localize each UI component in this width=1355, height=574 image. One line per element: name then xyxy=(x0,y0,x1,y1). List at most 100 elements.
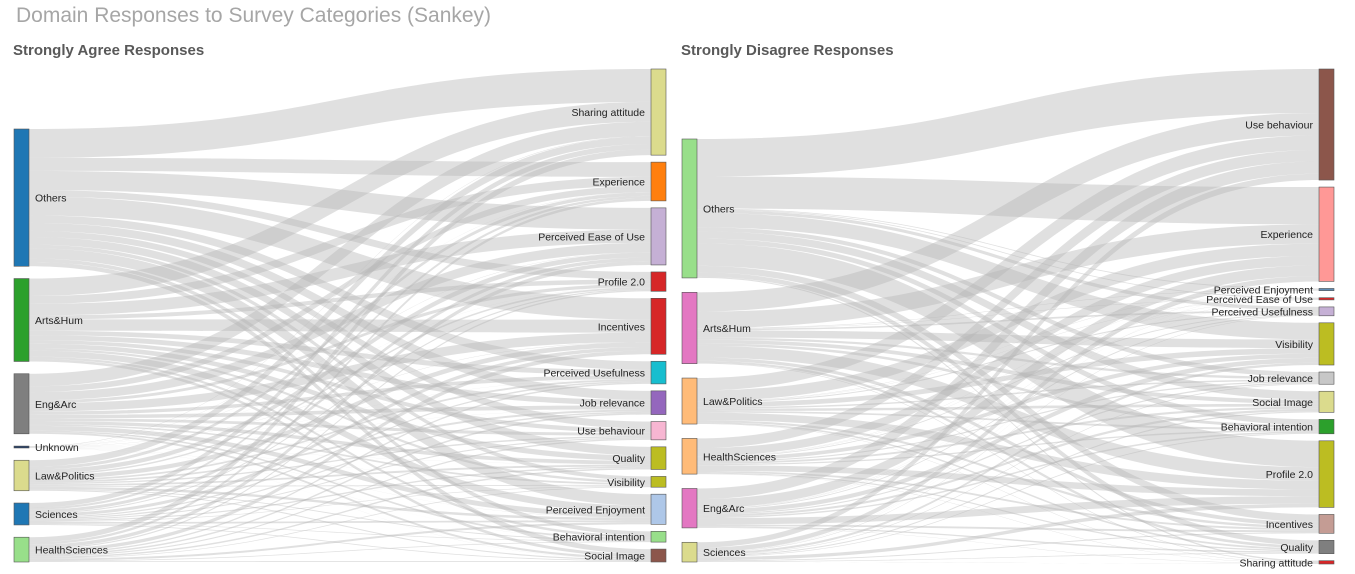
target-node-social-image[interactable] xyxy=(1318,390,1335,413)
disagree-chart-title: Strongly Disagree Responses xyxy=(681,42,894,59)
link-healthsciences-incentives xyxy=(697,471,1319,531)
target-node-behavioral-intention[interactable] xyxy=(650,531,667,543)
link-sciences-quality xyxy=(29,466,651,522)
target-node-experience[interactable] xyxy=(1318,186,1335,282)
link-others-social-image xyxy=(29,261,651,555)
target-label-quality: Quality xyxy=(1280,542,1313,554)
target-node-perceived-usefulness[interactable] xyxy=(650,360,667,385)
source-node-unknown[interactable] xyxy=(13,445,30,449)
target-node-incentives[interactable] xyxy=(1318,514,1335,534)
link-eng-arc-perceived-ease-of-use xyxy=(29,242,651,401)
source-node-eng-arc[interactable] xyxy=(13,373,30,435)
source-node-others[interactable] xyxy=(681,138,698,279)
source-node-law-politics[interactable] xyxy=(681,377,698,425)
link-arts-hum-incentives xyxy=(29,319,651,333)
link-sciences-profile-2-0 xyxy=(697,503,1319,561)
link-eng-arc-use-behaviour xyxy=(697,161,1319,500)
link-eng-arc-perceived-enjoyment xyxy=(697,290,1319,509)
link-unknown-social-image xyxy=(29,447,651,560)
target-node-perceived-enjoyment[interactable] xyxy=(650,493,667,525)
target-node-quality[interactable] xyxy=(650,446,667,470)
source-node-healthsciences[interactable] xyxy=(681,438,698,475)
target-node-quality[interactable] xyxy=(1318,540,1335,554)
link-sciences-use-behaviour xyxy=(697,173,1319,548)
link-others-quality xyxy=(697,272,1319,546)
target-node-use-behaviour[interactable] xyxy=(1318,68,1335,181)
link-sciences-visibility xyxy=(29,485,651,523)
target-label-social-image: Social Image xyxy=(1252,397,1313,409)
link-law-politics-experience xyxy=(29,192,651,470)
target-node-social-image[interactable] xyxy=(650,548,667,563)
link-others-experience xyxy=(697,176,1319,225)
target-node-profile-2-0[interactable] xyxy=(650,271,667,292)
target-label-social-image: Social Image xyxy=(584,551,645,563)
link-arts-hum-visibility xyxy=(697,330,1319,349)
target-label-visibility: Visibility xyxy=(607,477,645,489)
link-healthsciences-use-behaviour xyxy=(29,438,651,557)
link-healthsciences-experience xyxy=(697,255,1319,457)
link-eng-arc-use-behaviour xyxy=(29,418,651,436)
link-others-incentives xyxy=(29,196,651,320)
link-eng-arc-incentives xyxy=(29,332,651,412)
target-node-use-behaviour[interactable] xyxy=(650,421,667,441)
link-sciences-perceived-usefulness xyxy=(29,380,651,519)
target-node-experience[interactable] xyxy=(650,161,667,202)
target-label-use-behaviour: Use behaviour xyxy=(577,426,645,438)
target-label-incentives: Incentives xyxy=(1266,519,1313,531)
target-label-sharing-attitude: Sharing attitude xyxy=(1239,557,1313,569)
link-healthsciences-behavioral-intention xyxy=(697,429,1319,466)
target-node-behavioral-intention[interactable] xyxy=(1318,419,1335,435)
target-node-profile-2-0[interactable] xyxy=(1318,440,1335,508)
target-label-perceived-ease-of-use: Perceived Ease of Use xyxy=(1206,294,1313,306)
link-sciences-experience xyxy=(29,195,651,510)
link-healthsciences-profile-2-0 xyxy=(29,289,651,550)
link-others-behavioral-intention xyxy=(697,238,1319,426)
source-node-eng-arc[interactable] xyxy=(681,488,698,529)
link-eng-arc-profile-2-0 xyxy=(697,496,1319,525)
link-healthsciences-sharing-attitude xyxy=(29,149,651,543)
link-arts-hum-sharing-attitude xyxy=(29,101,651,297)
link-unknown-profile-2-0 xyxy=(29,287,651,448)
target-node-sharing-attitude[interactable] xyxy=(650,68,667,156)
source-node-sciences[interactable] xyxy=(13,502,30,526)
target-node-perceived-ease-of-use[interactable] xyxy=(650,207,667,266)
target-node-job-relevance[interactable] xyxy=(1318,371,1335,385)
link-sciences-sharing-attitude xyxy=(29,143,651,508)
target-node-visibility[interactable] xyxy=(1318,322,1335,366)
link-eng-arc-behavioral-intention xyxy=(29,430,651,540)
link-arts-hum-use-behaviour xyxy=(29,340,651,433)
source-node-arts-hum[interactable] xyxy=(13,278,30,362)
link-unknown-behavioral-intention xyxy=(29,447,651,540)
target-node-visibility[interactable] xyxy=(650,476,667,488)
source-node-others[interactable] xyxy=(13,128,30,267)
agree-sankey: Others Arts&Hum Eng&Arc Unknown Law&Politics… xyxy=(13,68,667,563)
target-node-job-relevance[interactable] xyxy=(650,390,667,415)
link-arts-hum-job-relevance xyxy=(29,335,651,406)
link-others-sharing-attitude xyxy=(697,276,1319,562)
link-others-quality xyxy=(29,237,651,456)
link-eng-arc-sharing-attitude xyxy=(697,527,1319,564)
target-node-perceived-enjoyment[interactable] xyxy=(1318,288,1335,291)
link-eng-arc-social-image xyxy=(29,431,651,560)
link-others-perceived-enjoyment xyxy=(29,248,651,506)
link-arts-hum-perceived-usefulness xyxy=(697,310,1319,331)
target-node-incentives[interactable] xyxy=(650,298,667,355)
link-sciences-job-relevance xyxy=(697,383,1319,556)
link-law-politics-job-relevance xyxy=(697,379,1319,409)
link-others-profile-2-0 xyxy=(697,243,1319,468)
target-node-sharing-attitude[interactable] xyxy=(1318,560,1335,565)
link-others-visibility xyxy=(697,212,1319,340)
source-node-arts-hum[interactable] xyxy=(681,292,698,364)
page-title: Domain Responses to Survey Categories (S… xyxy=(16,4,492,27)
target-node-perceived-usefulness[interactable] xyxy=(1318,306,1335,317)
link-arts-hum-behavioral-intention xyxy=(29,356,651,538)
source-node-healthsciences[interactable] xyxy=(13,536,30,563)
source-node-sciences[interactable] xyxy=(681,541,698,563)
link-sciences-incentives xyxy=(697,532,1319,562)
link-unknown-perceived-enjoyment xyxy=(29,447,651,518)
target-label-profile-2-0: Profile 2.0 xyxy=(1266,469,1313,481)
target-node-perceived-ease-of-use[interactable] xyxy=(1318,297,1335,301)
source-label-law-politics: Law&Politics xyxy=(35,470,95,482)
source-node-law-politics[interactable] xyxy=(13,459,30,492)
target-label-behavioral-intention: Behavioral intention xyxy=(1221,422,1313,434)
